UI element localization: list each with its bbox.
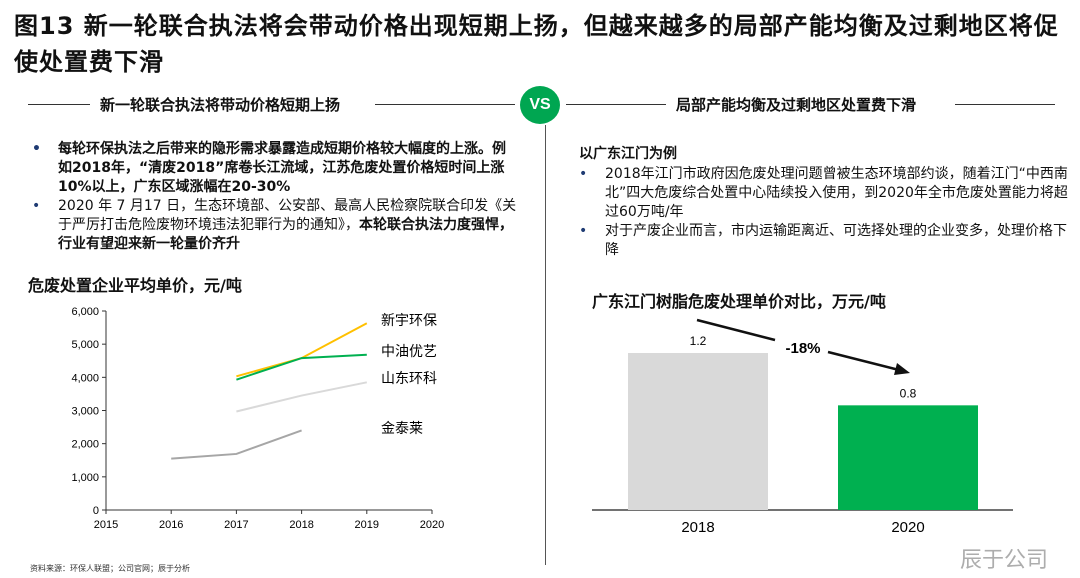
series-label: 新宇环保 xyxy=(381,313,437,329)
trend-arrow-line xyxy=(827,350,904,373)
bullet-text: 2020 年 7 月17 日，生态环境部、公安部、最高人民检察院联合印发《关于严… xyxy=(58,198,517,233)
series-line xyxy=(236,381,367,413)
series-line xyxy=(171,429,302,460)
trend-arrow-line xyxy=(696,318,776,342)
series-line xyxy=(236,353,367,381)
bullet-item: 对于产废企业而言，市内运输距离近、可选择处理的企业变多，处理价格下降 xyxy=(575,222,1075,260)
x-tick-label: 2020 xyxy=(420,519,444,531)
y-tick-label: 6,000 xyxy=(71,306,99,318)
x-tick-label: 2017 xyxy=(224,519,248,531)
bullet-item: 2020 年 7 月17 日，生态环境部、公安部、最高人民检察院联合印发《关于严… xyxy=(28,197,518,254)
bullet-item: 每轮环保执法之后带来的隐形需求暴露造成短期价格较大幅度的上涨。例如2018年，“… xyxy=(28,140,518,197)
vertical-divider xyxy=(545,125,546,565)
series-label: 金泰莱 xyxy=(381,421,423,437)
divider xyxy=(566,104,666,105)
series-label: 山东环科 xyxy=(381,371,437,387)
divider xyxy=(955,104,1055,105)
bullet-item: 2018年江门市政府因危废处理问题曾被生态环境部约谈，随着江门“中西南北”四大危… xyxy=(575,165,1075,222)
right-section-header: 局部产能均衡及过剩地区处置费下滑 xyxy=(676,96,917,114)
bar-value-label: 1.2 xyxy=(690,334,707,348)
y-tick-label: 2,000 xyxy=(71,439,99,451)
bullet-bold-text: 本轮联合执法力度强悍，行业有望迎来新一轮量价齐升 xyxy=(58,217,513,252)
y-tick-label: 1,000 xyxy=(71,472,99,484)
x-tick-label: 2016 xyxy=(159,519,183,531)
watermark: 辰于公司 xyxy=(960,548,1049,573)
line-chart-title: 危废处置企业平均单价，元/吨 xyxy=(28,276,242,295)
x-tick-label: 2018 xyxy=(289,519,313,531)
bar-value-label: 0.8 xyxy=(900,386,917,400)
source-footnote: 资料来源：环保人联盟；公司官网；辰于分析 xyxy=(30,564,190,573)
left-bullets: 每轮环保执法之后带来的隐形需求暴露造成短期价格较大幅度的上涨。例如2018年，“… xyxy=(28,140,518,254)
bar xyxy=(628,353,768,510)
x-tick-label: 2015 xyxy=(94,519,118,531)
divider xyxy=(375,104,515,105)
left-section-header: 新一轮联合执法将带动价格短期上扬 xyxy=(100,96,341,114)
series-label: 中油优艺 xyxy=(381,344,437,360)
right-bullets: 以广东江门为例 2018年江门市政府因危废处理问题曾被生态环境部约谈，随着江门“… xyxy=(575,143,1075,260)
arrow-head-icon xyxy=(894,363,910,375)
bar xyxy=(838,405,978,510)
y-tick-label: 0 xyxy=(93,505,99,517)
right-subtitle: 以广东江门为例 xyxy=(579,146,677,162)
bar-chart-title: 广东江门树脂危废处理单价对比，万元/吨 xyxy=(592,292,886,311)
y-tick-label: 3,000 xyxy=(71,406,99,418)
x-tick-label: 2019 xyxy=(355,519,379,531)
vs-badge: VS xyxy=(520,86,560,124)
change-annotation: -18% xyxy=(785,340,820,357)
divider xyxy=(28,104,90,105)
bar-category-label: 2020 xyxy=(891,519,924,536)
y-tick-label: 4,000 xyxy=(71,372,99,384)
series-line xyxy=(236,322,368,378)
page-title: 图13 新一轮联合执法将会带动价格出现短期上扬，但越来越多的局部产能均衡及过剩地… xyxy=(14,12,1059,76)
bar-category-label: 2018 xyxy=(681,519,714,536)
y-tick-label: 5,000 xyxy=(71,339,99,351)
